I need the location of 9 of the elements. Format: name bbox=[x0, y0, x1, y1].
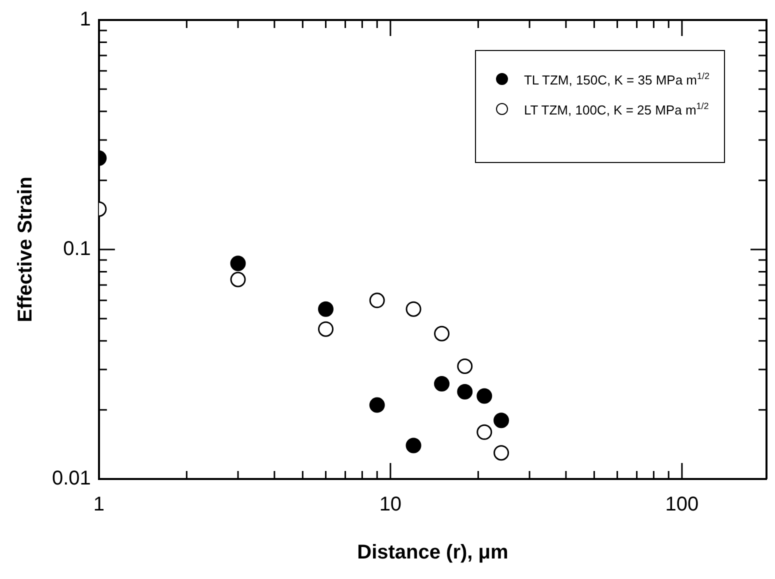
y-axis-title: Effective Strain bbox=[14, 176, 37, 322]
legend-label: LT TZM, 100C, K = 25 MPa m$^{1/2}$ bbox=[524, 101, 709, 118]
y-tick-label: 0.1 bbox=[63, 238, 91, 260]
x-tick-label: 10 bbox=[379, 494, 402, 516]
y-tick-label: 0.01 bbox=[52, 468, 91, 490]
y-tick-label: 1 bbox=[80, 8, 91, 31]
legend-label: TL TZM, 150C, K = 35 MPa m$^{1/2}$ bbox=[524, 71, 710, 88]
x-axis-title: Distance (r), μm bbox=[357, 542, 508, 564]
x-tick-label: 100 bbox=[665, 494, 699, 516]
